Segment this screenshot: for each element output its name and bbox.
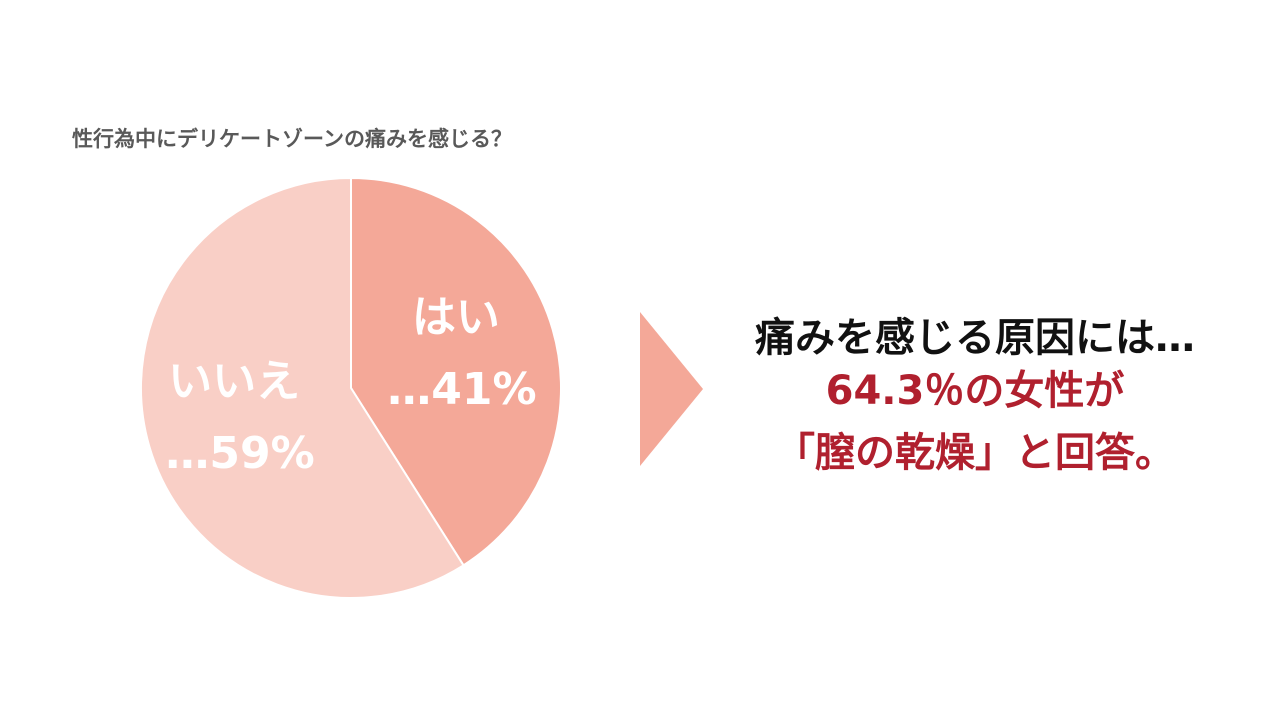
arrow <box>640 312 703 466</box>
chart-title: 性行為中にデリケートゾーンの痛みを感じる？ <box>72 127 512 151</box>
annotation: 「膣の乾燥」と回答。 <box>775 430 1175 476</box>
pie-slice <box>350 176 562 567</box>
slice-category-label: はい <box>412 292 500 343</box>
annotation: 痛みを感じる原因には… <box>755 315 1195 361</box>
slice-category-label: いいえ <box>168 356 300 407</box>
slice-value-label: …59% <box>165 428 314 479</box>
slice-value-label: …41% <box>387 364 536 415</box>
pie-slice <box>140 176 465 599</box>
annotation: 64.3％の女性が <box>826 368 1125 414</box>
